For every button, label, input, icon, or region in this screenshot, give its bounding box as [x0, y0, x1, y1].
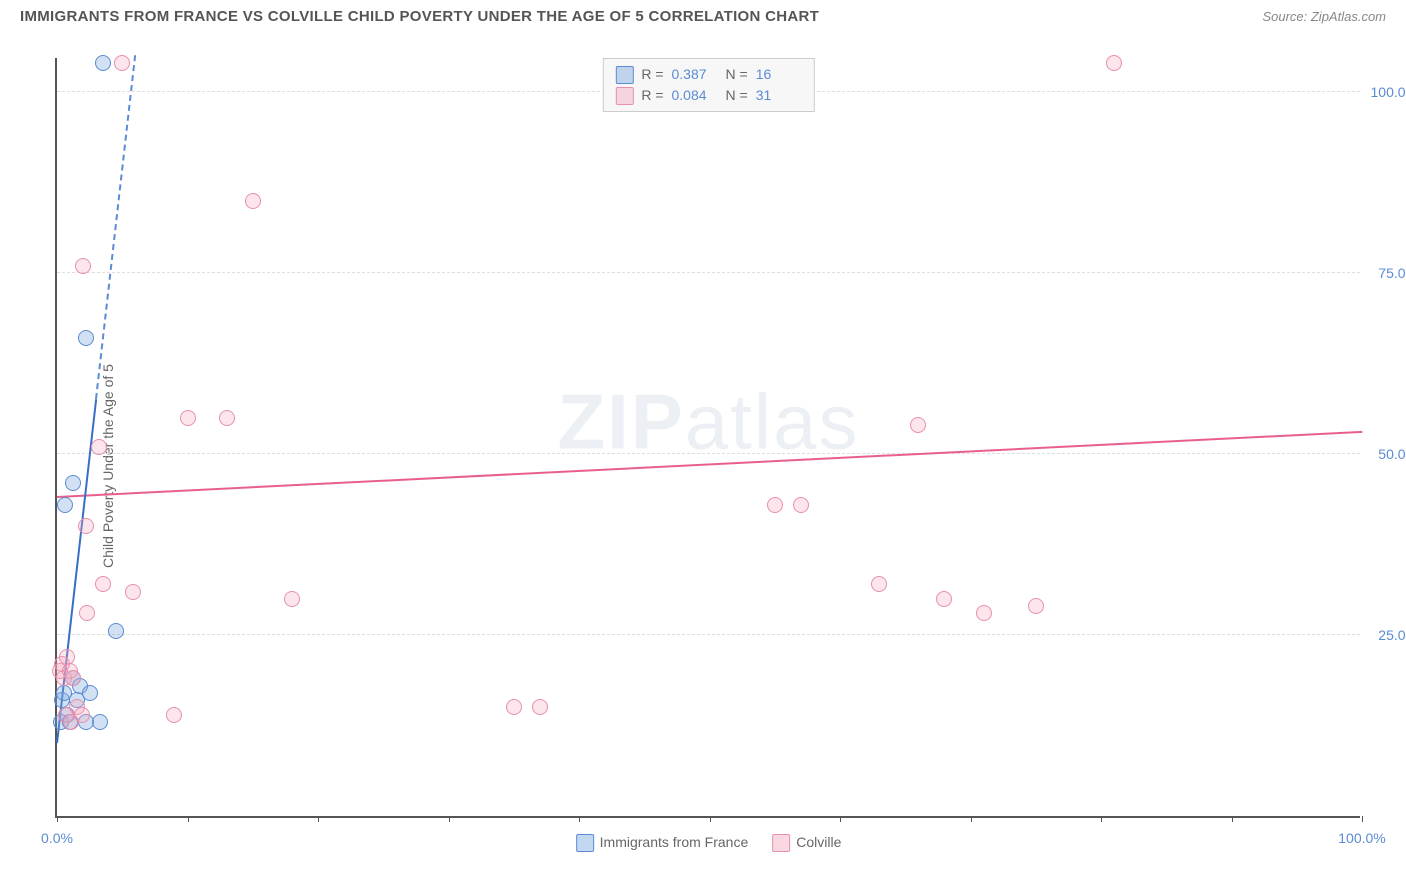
series-legend: Immigrants from France Colville: [576, 834, 842, 852]
data-point: [91, 439, 107, 455]
x-tick-mark: [318, 816, 319, 822]
data-point: [82, 685, 98, 701]
data-point: [79, 605, 95, 621]
data-point: [245, 193, 261, 209]
legend-item-france: Immigrants from France: [576, 834, 749, 852]
data-point: [59, 649, 75, 665]
legend-r-label: R =: [641, 64, 663, 85]
chart-header: IMMIGRANTS FROM FRANCE VS COLVILLE CHILD…: [0, 0, 1406, 31]
data-point: [1028, 598, 1044, 614]
plot-area: ZIPatlas R = 0.387 N = 16 R = 0.084 N = …: [55, 58, 1360, 818]
legend-label: Colville: [796, 834, 841, 850]
data-point: [92, 714, 108, 730]
data-point: [78, 330, 94, 346]
data-point: [506, 699, 522, 715]
data-point: [65, 475, 81, 491]
data-point: [95, 576, 111, 592]
gridline: [57, 453, 1360, 454]
gridline: [57, 634, 1360, 635]
gridline: [57, 272, 1360, 273]
y-tick-label: 75.0%: [1366, 265, 1406, 281]
correlation-legend: R = 0.387 N = 16 R = 0.084 N = 31: [602, 58, 814, 112]
legend-row-france: R = 0.387 N = 16: [615, 64, 801, 85]
data-point: [910, 417, 926, 433]
y-tick-label: 25.0%: [1366, 627, 1406, 643]
x-tick-mark: [1101, 816, 1102, 822]
data-point: [1106, 55, 1122, 71]
x-tick-mark: [840, 816, 841, 822]
legend-swatch-pink: [772, 834, 790, 852]
data-point: [936, 591, 952, 607]
data-point: [219, 410, 235, 426]
legend-n-value: 31: [756, 85, 802, 106]
data-point: [125, 584, 141, 600]
legend-n-value: 16: [756, 64, 802, 85]
legend-row-colville: R = 0.084 N = 31: [615, 85, 801, 106]
data-point: [114, 55, 130, 71]
trend-line: [95, 55, 136, 399]
data-point: [65, 670, 81, 686]
data-point: [95, 55, 111, 71]
x-tick-mark: [57, 816, 58, 822]
legend-item-colville: Colville: [772, 834, 841, 852]
data-point: [180, 410, 196, 426]
legend-n-label: N =: [726, 64, 748, 85]
data-point: [75, 258, 91, 274]
x-tick-mark: [1232, 816, 1233, 822]
trend-line: [57, 430, 1362, 497]
x-tick-mark: [449, 816, 450, 822]
data-point: [871, 576, 887, 592]
legend-n-label: N =: [726, 85, 748, 106]
data-point: [284, 591, 300, 607]
data-point: [532, 699, 548, 715]
legend-swatch-blue: [576, 834, 594, 852]
legend-r-value: 0.084: [672, 85, 718, 106]
legend-r-label: R =: [641, 85, 663, 106]
chart-title: IMMIGRANTS FROM FRANCE VS COLVILLE CHILD…: [20, 8, 819, 25]
y-tick-label: 50.0%: [1366, 446, 1406, 462]
x-tick-mark: [710, 816, 711, 822]
y-tick-label: 100.0%: [1366, 84, 1406, 100]
data-point: [57, 497, 73, 513]
x-tick-mark: [579, 816, 580, 822]
data-point: [767, 497, 783, 513]
x-tick-label: 100.0%: [1338, 830, 1385, 846]
data-point: [166, 707, 182, 723]
data-point: [108, 623, 124, 639]
x-tick-mark: [971, 816, 972, 822]
data-point: [793, 497, 809, 513]
chart-container: Child Poverty Under the Age of 5 ZIPatla…: [0, 40, 1406, 892]
data-point: [78, 518, 94, 534]
legend-label: Immigrants from France: [600, 834, 749, 850]
x-tick-label: 0.0%: [41, 830, 73, 846]
legend-swatch-blue: [615, 66, 633, 84]
chart-source: Source: ZipAtlas.com: [1262, 9, 1386, 24]
data-point: [74, 707, 90, 723]
legend-r-value: 0.387: [672, 64, 718, 85]
legend-swatch-pink: [615, 87, 633, 105]
x-tick-mark: [1362, 816, 1363, 822]
x-tick-mark: [188, 816, 189, 822]
data-point: [976, 605, 992, 621]
